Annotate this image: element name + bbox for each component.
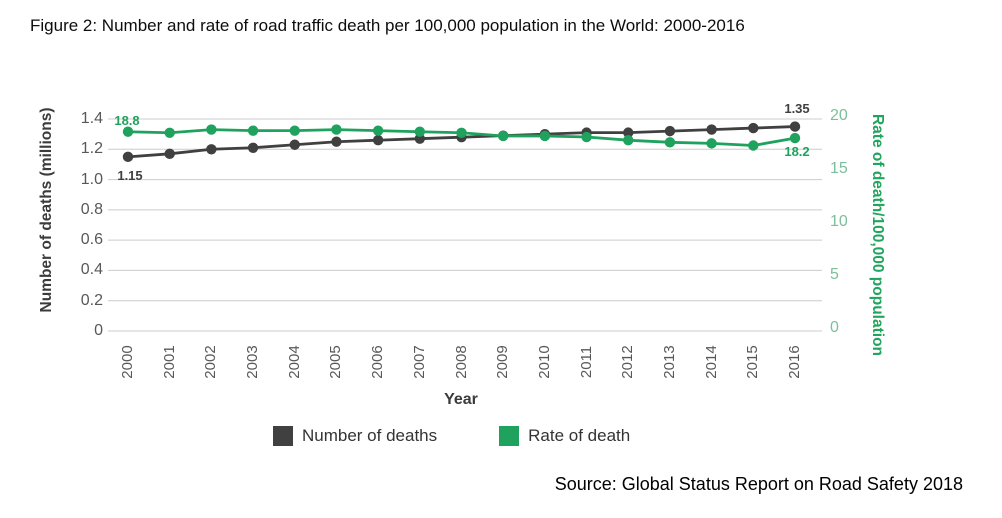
figure-title: Figure 2: Number and rate of road traffi… bbox=[30, 16, 745, 35]
rate-point-2004 bbox=[289, 125, 300, 136]
left-axis-tick-label: 0 bbox=[94, 322, 103, 339]
x-axis-tick-label: 2012 bbox=[619, 345, 637, 379]
deaths-point-2015 bbox=[748, 122, 759, 134]
x-axis-tick-label: 2011 bbox=[577, 345, 595, 379]
rate-point-2008 bbox=[456, 127, 467, 138]
right-axis-title: Rate of death/100,000 population bbox=[869, 113, 886, 357]
left-axis-tick-label: 1.0 bbox=[80, 170, 103, 188]
x-axis-tick-label: 2004 bbox=[285, 345, 303, 379]
right-axis-tick-label: 20 bbox=[830, 107, 848, 124]
rate-point-2000 bbox=[122, 126, 134, 137]
left-axis-tick-label: 0.8 bbox=[80, 200, 103, 218]
left-axis-tick-label: 1.2 bbox=[80, 140, 103, 158]
rate-point-2013 bbox=[664, 137, 676, 148]
rate-point-2016 bbox=[789, 132, 801, 144]
right-axis-tick-label: 0 bbox=[830, 319, 839, 336]
x-axis-tick-label: 2003 bbox=[244, 345, 262, 379]
x-axis-tick-label: 2000 bbox=[119, 345, 136, 379]
right-axis-tick-label: 10 bbox=[830, 213, 848, 230]
left-axis-tick-label: 0.6 bbox=[80, 231, 103, 249]
left-axis-tick-label: 1.4 bbox=[80, 110, 103, 127]
deaths-point-2000 bbox=[122, 151, 134, 163]
x-axis-tick-label: 2001 bbox=[160, 345, 178, 379]
x-axis-tick-label: 2008 bbox=[452, 345, 470, 379]
rate-point-2003 bbox=[247, 125, 259, 136]
rate-start-annotation: 18.8 bbox=[114, 112, 140, 128]
legend: Number of deaths Rate of death bbox=[273, 426, 692, 446]
deaths-start-annotation: 1.15 bbox=[117, 167, 143, 183]
left-axis-tick-label: 0.4 bbox=[80, 261, 103, 279]
deaths-point-2003 bbox=[247, 142, 259, 153]
x-axis-tick-label: 2005 bbox=[327, 345, 345, 379]
rate-point-2007 bbox=[414, 126, 426, 137]
rate-point-2001 bbox=[164, 127, 175, 138]
right-axis-tick-label: 5 bbox=[830, 266, 839, 283]
rate-point-2010 bbox=[539, 130, 551, 142]
x-axis-tick-label: 2006 bbox=[369, 345, 387, 379]
x-axis-tick-label: 2014 bbox=[702, 345, 720, 379]
deaths-point-2001 bbox=[164, 148, 175, 160]
source-text: Source: Global Status Report on Road Saf… bbox=[554, 474, 963, 494]
deaths-point-2014 bbox=[706, 124, 717, 135]
x-axis-title: Year bbox=[444, 391, 478, 408]
left-axis-tick-label: 0.2 bbox=[80, 291, 103, 309]
deaths-point-2002 bbox=[206, 144, 217, 155]
x-axis-tick-label: 2007 bbox=[410, 345, 428, 379]
deaths-point-2012 bbox=[623, 127, 634, 138]
x-axis-tick-label: 2015 bbox=[744, 345, 762, 379]
rate-legend-label: Rate of death bbox=[528, 426, 631, 445]
rate-point-2011 bbox=[581, 131, 592, 143]
rate-point-2006 bbox=[372, 125, 384, 136]
rate-end-annotation: 18.2 bbox=[784, 144, 810, 160]
left-axis-title: Number of deaths (millions) bbox=[38, 107, 55, 313]
deaths-point-2006 bbox=[372, 135, 384, 146]
rate-point-2014 bbox=[706, 138, 717, 149]
deaths-legend-label: Number of deaths bbox=[302, 426, 438, 445]
rate-legend-swatch bbox=[499, 426, 520, 446]
x-axis-tick-label: 2002 bbox=[202, 345, 220, 379]
x-axis-tick-label: 2010 bbox=[535, 345, 553, 379]
x-axis-tick-label: 2013 bbox=[660, 345, 678, 379]
rate-point-2012 bbox=[623, 135, 634, 146]
deaths-end-annotation: 1.35 bbox=[784, 100, 810, 116]
x-axis-tick-label: 2009 bbox=[494, 345, 512, 379]
x-axis-tick-label: 2016 bbox=[786, 345, 803, 379]
right-axis-tick-label: 15 bbox=[830, 160, 848, 177]
rate-point-2009 bbox=[497, 130, 509, 142]
deaths-legend-swatch bbox=[273, 426, 293, 446]
rate-point-2005 bbox=[331, 124, 342, 135]
rate-point-2015 bbox=[748, 140, 759, 151]
deaths-point-2016 bbox=[789, 121, 801, 132]
rate-point-2002 bbox=[206, 124, 217, 135]
deaths-point-2013 bbox=[664, 125, 676, 137]
deaths-point-2005 bbox=[331, 136, 342, 147]
deaths-point-2004 bbox=[289, 139, 300, 150]
